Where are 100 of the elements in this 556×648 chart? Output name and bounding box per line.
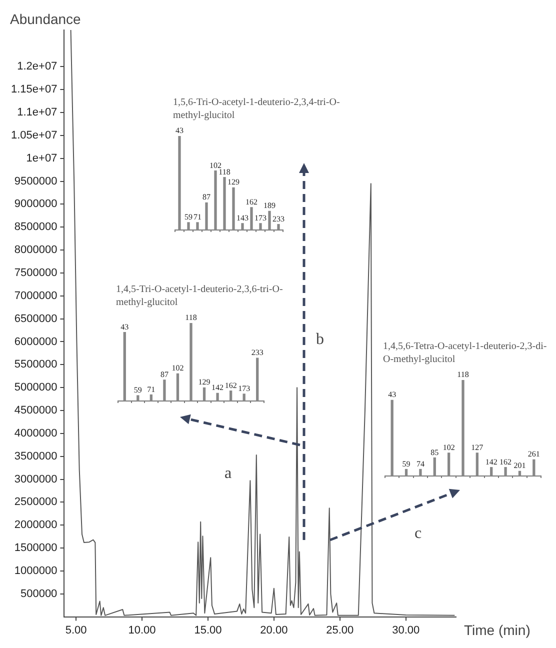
y-tick-label: 1.15e+07 [11,84,58,96]
x-tick-label: 173 [238,384,250,393]
bar [277,224,280,230]
bar [205,202,208,230]
x-tick-label: 233 [272,214,284,224]
bar [136,395,140,401]
bar [476,452,479,476]
x-tick-label: 25.00 [326,624,354,636]
bar [232,187,235,230]
x-tick-label: 127 [471,442,484,452]
bar [196,222,199,230]
x-tick-label: 162 [246,197,258,206]
bar [504,467,507,476]
x-tick-label: 5.00 [65,624,87,636]
bar [216,392,219,401]
x-axis-title: Time (min) [464,622,530,638]
x-tick-label: 85 [430,448,439,457]
bar [150,394,153,401]
x-tick-label: 43 [176,126,184,135]
y-tick-label: 2500000 [14,496,58,508]
annotation: a [224,465,232,482]
bar [123,332,126,401]
bar [250,207,253,230]
bar [490,467,493,476]
x-tick-label: 43 [120,322,129,332]
x-tick-label: 20.00 [260,624,288,636]
x-tick-label: 129 [228,178,240,187]
x-tick-label: 233 [251,348,264,358]
bar [259,223,262,230]
annotation: b [316,331,324,348]
chart-title: 1,5,6-Tri-O-acetyl-1-deuterio-2,3,4-tri-O-methyl-glucitol [173,96,341,122]
bar [202,387,206,401]
x-tick-label: 102 [442,442,455,452]
y-tick-label: 9000000 [14,198,58,210]
y-tick-label: 1.1e+07 [17,106,58,119]
y-tick-label: 6000000 [14,336,58,348]
bar [433,457,436,476]
x-tick-label: 10.00 [128,624,156,636]
y-axis-title: Abundance [10,11,82,27]
y-tick-label: 4000000 [14,427,58,440]
bar [187,222,190,230]
bar [176,373,180,401]
x-tick-label: 74 [416,459,424,468]
y-tick-label: 1e+07 [26,152,58,164]
x-tick-label: 30.00 [392,624,420,636]
x-tick-label: 87 [160,370,168,379]
x-tick-label: 43 [388,390,396,400]
x-tick-label: 102 [210,160,222,170]
y-tick-label: 1500000 [14,542,58,554]
x-tick-label: 118 [218,167,230,176]
bar [256,358,259,401]
x-tick-label: 129 [198,378,210,387]
x-tick-label: 261 [528,450,540,459]
x-tick-label: 59 [184,212,192,222]
chart-title: 1,4,5,6-Tetra-O-acetyl-1-deuterio-2,3-di-O-methyl-glucitol [383,340,548,366]
x-tick-label: 142 [485,457,498,466]
y-tick-label: 7000000 [14,290,58,302]
y-tick-label: 8500000 [14,221,58,234]
bar [190,323,192,401]
y-tick-label: 2000000 [14,519,58,532]
x-tick-label: 59 [134,386,142,395]
bar [447,452,450,476]
y-tick-label: 3500000 [14,450,58,462]
x-tick-label: 71 [194,212,202,222]
bar [163,380,166,401]
x-tick-label: 142 [212,383,224,392]
x-tick-label: 173 [254,213,266,222]
bar [229,390,232,401]
x-tick-label: 59 [402,459,410,468]
bar [518,470,522,476]
bar [268,210,271,230]
y-tick-label: 5500000 [14,358,58,371]
y-tick-label: 1000000 [14,564,58,577]
bar [532,459,536,476]
y-tick-label: 5000000 [14,382,58,394]
x-tick-label: 162 [224,380,237,390]
bar [419,468,422,476]
x-tick-label: 189 [264,201,276,210]
x-tick-label: 87 [202,192,210,202]
x-tick-label: 118 [457,370,469,379]
bar [178,136,181,230]
bar [242,394,246,401]
x-tick-label: 201 [514,461,526,470]
y-tick-label: 6500000 [14,312,58,325]
x-tick-label: 71 [147,384,156,394]
annotation: c [414,525,422,542]
bar [241,223,244,230]
y-tick-label: 9500000 [14,175,58,188]
bar [214,170,217,230]
chart-title: 1,4,5-Tri-O-acetyl-1-deuterio-2,3,6-tri-O-methyl-glucitol [116,283,284,309]
y-tick-label: 4500000 [14,404,58,417]
x-tick-label: 162 [500,457,512,466]
y-tick-label: 1.05e+07 [11,129,58,142]
x-tick-label: 102 [172,364,184,373]
bar [223,177,226,230]
bar [390,400,394,476]
y-tick-label: 3000000 [14,473,58,486]
bar [462,380,464,476]
y-tick-label: 500000 [20,588,58,600]
y-tick-label: 7500000 [14,267,58,280]
